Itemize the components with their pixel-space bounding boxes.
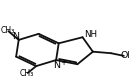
Text: N: N <box>12 32 19 41</box>
Text: OH: OH <box>120 51 129 60</box>
Text: NH: NH <box>84 30 97 39</box>
Text: CH₃: CH₃ <box>19 69 34 76</box>
Text: +: + <box>60 60 66 66</box>
Text: N: N <box>53 61 60 70</box>
Text: CH₃: CH₃ <box>0 26 14 35</box>
